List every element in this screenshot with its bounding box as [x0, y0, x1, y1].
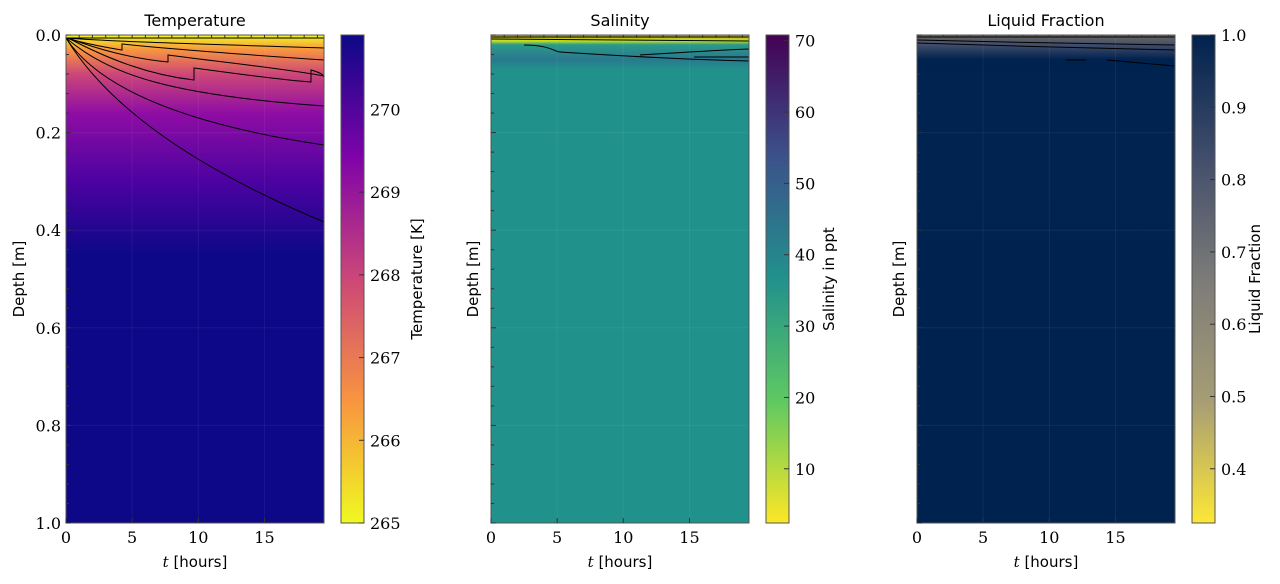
x-axis-variable: t	[588, 553, 595, 571]
contour-line	[67, 37, 325, 83]
x-axis-variable: t	[163, 553, 170, 571]
contour-line	[916, 42, 1176, 51]
y-tick-label: 0.8	[36, 416, 61, 435]
x-axis-unit: [hours]	[598, 553, 652, 571]
contour-line	[67, 37, 325, 77]
colorbar-tick-label: 0.5	[1221, 387, 1246, 406]
x-axis-label: t [hours]	[163, 553, 228, 571]
y-axis-unit: [m]	[464, 241, 482, 267]
x-tick-label: 0	[912, 528, 922, 547]
contour-line	[639, 48, 750, 56]
chart-title: Salinity	[590, 11, 649, 30]
colorbar-tick-label: 0.8	[1221, 171, 1246, 190]
heatmap-field	[491, 35, 749, 523]
colorbar-tick-label: 0.9	[1221, 98, 1246, 117]
y-axis-label: Depth [m]	[464, 241, 482, 318]
y-axis-name: Depth	[10, 272, 28, 318]
x-tick-label: 10	[188, 528, 208, 547]
colorbar-tick-label: 10	[795, 460, 815, 479]
colorbar-tick-label: 70	[795, 32, 815, 51]
colorbar: 265 266 267 268 269 270 Temperature [K]	[340, 34, 426, 533]
colorbar-gradient	[1191, 34, 1216, 524]
colorbar-label: Salinity in ppt	[820, 227, 838, 331]
colorbar-tick-label: 0.7	[1221, 243, 1246, 262]
colorbar-gradient	[340, 34, 365, 524]
y-axis-name: Depth	[464, 272, 482, 318]
contour-line	[490, 38, 750, 42]
colorbar: 10 20 30 40 50 60 70 Salinity in ppt	[765, 32, 838, 524]
colorbar-tick-label: 60	[795, 103, 815, 122]
contour-line	[65, 37, 325, 61]
colorbar-tick-label: 1.0	[1221, 26, 1246, 45]
heatmap-field	[917, 35, 1175, 523]
y-axis-unit: [m]	[10, 241, 28, 267]
x-axis-unit: [hours]	[173, 553, 227, 571]
y-tick-label: 1.0	[36, 514, 61, 533]
contour-line	[1106, 59, 1176, 67]
colorbar-gradient	[765, 34, 790, 524]
chart-title: Liquid Fraction	[987, 11, 1104, 30]
x-axis-label: t [hours]	[588, 553, 653, 571]
heatmap-field	[66, 35, 324, 523]
x-axis-variable: t	[1014, 553, 1021, 571]
colorbar-tick-label: 50	[795, 174, 815, 193]
y-axis-label: Depth [m]	[10, 241, 28, 318]
x-tick-label: 5	[552, 528, 562, 547]
y-tick-label: 0.6	[36, 319, 61, 338]
panel-temperature: Temperature 0 5 10 15 t [hours] 0.0 0.2 0.4 0.6 0.…	[10, 11, 426, 571]
colorbar-tick-label: 20	[795, 388, 815, 407]
contour-line	[523, 44, 750, 62]
colorbar-tick-label: 266	[370, 431, 401, 450]
colorbar-tick-label: 30	[795, 317, 815, 336]
colorbar-tick-label: 269	[370, 183, 401, 202]
contour-line	[65, 37, 325, 223]
plot-frame	[490, 34, 750, 524]
contour-line	[65, 37, 325, 146]
contour-line	[916, 39, 1176, 46]
colorbar-tick-label: 267	[370, 349, 401, 368]
x-tick-label: 10	[1039, 528, 1059, 547]
y-tick-label: 0.2	[36, 124, 61, 143]
panel-salinity: Salinity 0 5 10 15 t [hours] Depth [m] 10 20 30 40…	[464, 11, 838, 571]
x-tick-label: 10	[613, 528, 633, 547]
x-tick-label: 0	[61, 528, 71, 547]
y-axis-unit: [m]	[890, 241, 908, 267]
x-tick-label: 15	[254, 528, 274, 547]
y-tick-label: 0.4	[36, 221, 61, 240]
y-axis-name: Depth	[890, 272, 908, 318]
contour-line	[65, 37, 325, 107]
x-tick-label: 0	[486, 528, 496, 547]
contour-line	[65, 37, 325, 49]
panel-liquid-fraction: Liquid Fraction 0 5 10 15 t [hours] Depth [m] 0…	[890, 11, 1264, 571]
colorbar-label: Liquid Fraction	[1246, 224, 1264, 334]
y-tick-label: 0.0	[36, 26, 61, 45]
colorbar-label: Temperature [K]	[408, 218, 426, 340]
x-axis-label: t [hours]	[1014, 553, 1079, 571]
colorbar: 0.4 0.5 0.6 0.7 0.8 0.9 1.0 Liquid Fraction	[1191, 26, 1264, 524]
x-axis-unit: [hours]	[1024, 553, 1078, 571]
colorbar-tick-label: 270	[370, 100, 401, 119]
x-tick-label: 15	[679, 528, 699, 547]
colorbar-tick-label: 40	[795, 246, 815, 265]
colorbar-tick-label: 0.4	[1221, 460, 1246, 479]
x-tick-label: 15	[1105, 528, 1125, 547]
plot-frame	[65, 34, 325, 524]
plot-frame	[916, 34, 1176, 524]
y-axis-label: Depth [m]	[890, 241, 908, 318]
chart-title: Temperature	[143, 11, 245, 30]
colorbar-tick-label: 268	[370, 266, 401, 285]
x-tick-label: 5	[127, 528, 137, 547]
colorbar-tick-label: 265	[370, 514, 401, 533]
x-tick-label: 5	[978, 528, 988, 547]
colorbar-tick-label: 0.6	[1221, 315, 1246, 334]
